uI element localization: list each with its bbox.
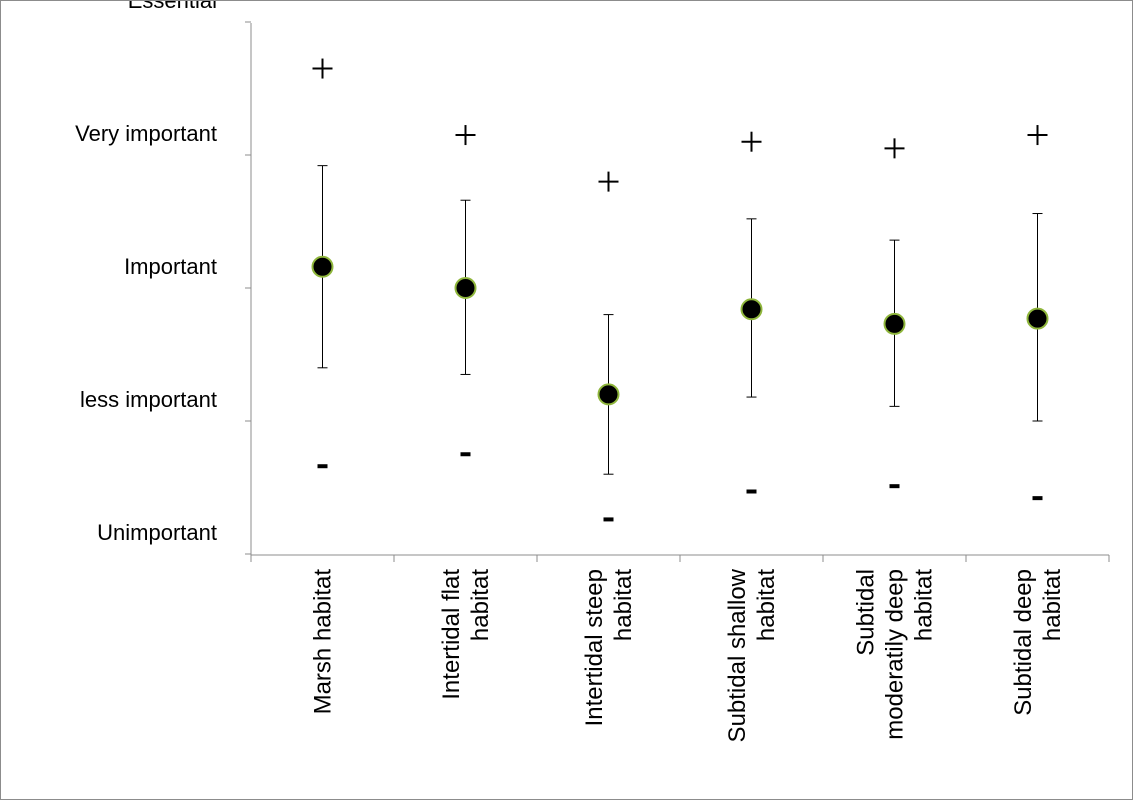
plus-marker — [455, 125, 476, 146]
mean-point — [883, 312, 906, 335]
x-tick-label-line: Subtidal deep — [1010, 569, 1037, 716]
plus-marker — [741, 131, 762, 152]
y-tick-label: less important — [80, 387, 217, 412]
y-tick-label: Unimportant — [97, 520, 217, 545]
mean-point — [454, 277, 477, 299]
x-tick-label-line: habitat — [1039, 569, 1066, 641]
x-tick-label: Intertidal steephabitat — [581, 569, 637, 727]
x-tick-label-line: Subtidal — [853, 569, 880, 656]
x-tick-label-line: Intertidal steep — [581, 569, 608, 726]
plus-marker — [598, 171, 619, 192]
mean-point — [311, 255, 334, 278]
x-tick-label-line: habitat — [911, 569, 938, 641]
y-ticks — [245, 21, 251, 555]
mean-points — [311, 255, 1049, 406]
x-tick-label-line: moderatily deep — [882, 569, 909, 740]
plus-marker — [312, 58, 333, 79]
x-tick-label: Subtidal deephabitat — [1010, 569, 1066, 716]
y-tick-label: Important — [124, 254, 217, 279]
x-tick-label: Intertidal flathabitat — [438, 569, 494, 700]
mean-point — [740, 298, 763, 321]
error-bars — [317, 165, 1043, 475]
x-tick-label: Subtidalmoderatily deephabitat — [853, 569, 938, 740]
plus-markers — [312, 58, 1048, 192]
x-tick-labels: Marsh habitat Intertidal flathabitat Inter… — [310, 568, 1067, 742]
x-ticks — [250, 555, 1110, 562]
y-tick-labels: Unimportant less important Important Very i… — [75, 1, 217, 545]
mean-point — [597, 383, 620, 406]
minus-markers — [317, 452, 1043, 522]
x-tick-label-line: habitat — [610, 569, 637, 641]
x-tick-label-line: Marsh habitat — [310, 569, 337, 715]
x-tick-label: Marsh habitat — [310, 569, 337, 715]
plus-marker — [884, 138, 905, 159]
x-tick-label-line: habitat — [753, 569, 780, 641]
x-tick-label-line: Subtidal shallow — [724, 568, 751, 742]
x-tick-label: Subtidal shallowhabitat — [724, 568, 780, 742]
x-tick-label-line: habitat — [467, 569, 494, 641]
mean-point — [1026, 307, 1049, 330]
plus-marker — [1027, 125, 1048, 146]
y-tick-label: Essential — [128, 1, 217, 13]
x-tick-label-line: Intertidal flat — [438, 569, 465, 700]
y-tick-label: Very important — [75, 121, 217, 146]
